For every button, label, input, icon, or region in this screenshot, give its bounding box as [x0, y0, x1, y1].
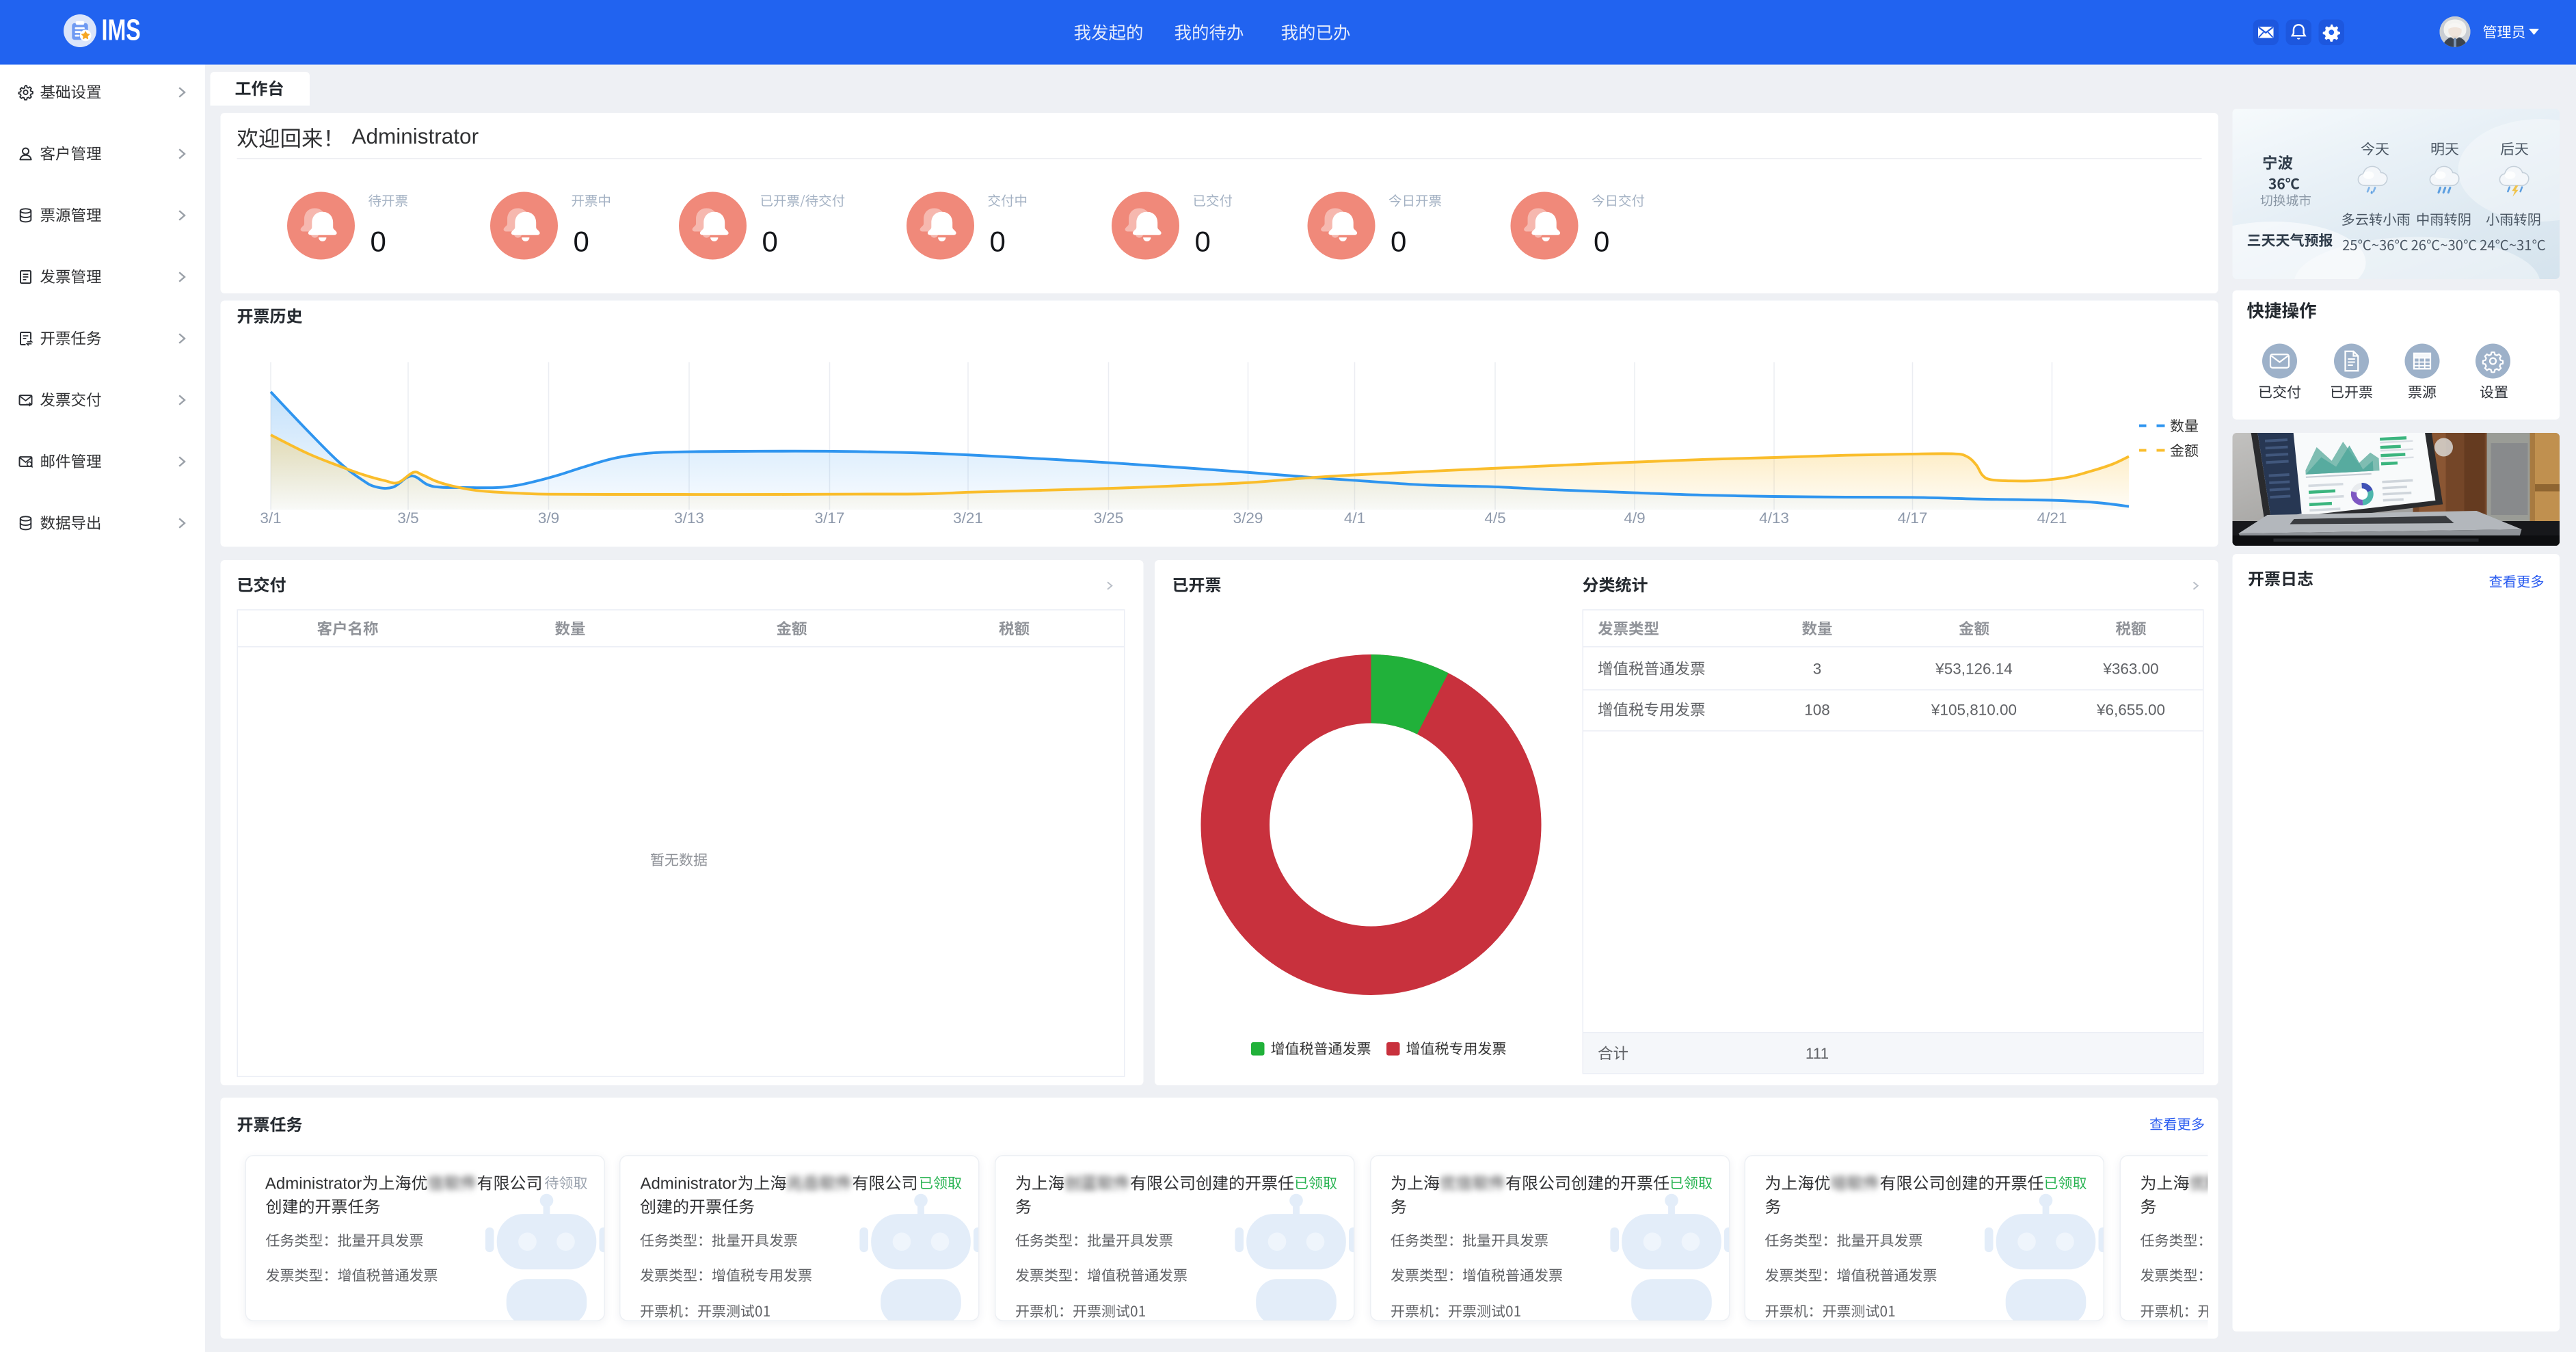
svg-text:4/13: 4/13 — [1759, 509, 1789, 527]
svg-text:3/17: 3/17 — [815, 509, 845, 527]
svg-text:3/25: 3/25 — [1094, 509, 1124, 527]
svg-text:4/9: 4/9 — [1624, 509, 1645, 527]
svg-text:3/21: 3/21 — [953, 509, 983, 527]
svg-text:4/21: 4/21 — [2037, 509, 2067, 527]
svg-text:3/13: 3/13 — [674, 509, 704, 527]
svg-text:3/1: 3/1 — [260, 509, 281, 527]
svg-text:4/1: 4/1 — [1344, 509, 1365, 527]
svg-text:4/5: 4/5 — [1484, 509, 1505, 527]
svg-text:3/5: 3/5 — [397, 509, 418, 527]
svg-text:4/17: 4/17 — [1898, 509, 1928, 527]
svg-text:3/9: 3/9 — [538, 509, 559, 527]
svg-text:3/29: 3/29 — [1233, 509, 1263, 527]
